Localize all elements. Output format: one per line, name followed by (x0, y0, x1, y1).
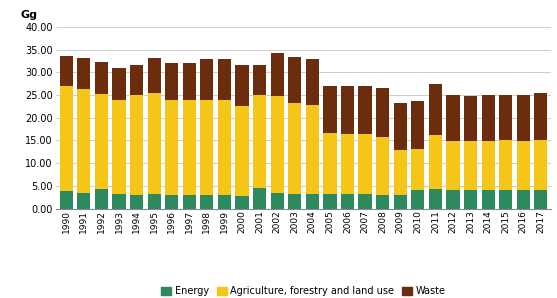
Bar (201, 100, 213, 195)
Bar (288, 194, 301, 209)
Bar (482, 95, 495, 141)
Bar (218, 195, 231, 209)
Bar (359, 86, 372, 134)
Bar (113, 100, 125, 194)
Bar (130, 66, 143, 95)
Bar (534, 93, 548, 140)
Bar (517, 95, 530, 141)
Bar (376, 195, 389, 209)
Bar (60, 56, 73, 86)
Bar (482, 141, 495, 190)
Bar (60, 86, 73, 191)
Bar (95, 94, 108, 189)
Bar (95, 62, 108, 94)
Bar (359, 134, 372, 194)
Bar (236, 196, 248, 209)
Bar (201, 59, 213, 100)
Bar (218, 100, 231, 195)
Bar (236, 106, 248, 196)
Bar (376, 88, 389, 137)
Bar (236, 65, 248, 106)
Bar (499, 95, 512, 140)
Bar (288, 57, 301, 103)
Bar (148, 194, 161, 209)
Bar (113, 68, 125, 100)
Bar (517, 141, 530, 190)
Bar (77, 193, 90, 209)
Bar (341, 194, 354, 209)
Bar (517, 190, 530, 209)
Bar (429, 189, 442, 209)
Bar (341, 86, 354, 134)
Bar (288, 103, 301, 194)
Bar (499, 190, 512, 209)
Bar (464, 190, 477, 209)
Bar (77, 58, 90, 89)
Bar (165, 195, 178, 209)
Bar (306, 194, 319, 209)
Bar (341, 134, 354, 194)
Bar (253, 95, 266, 188)
Bar (534, 140, 548, 190)
Bar (482, 190, 495, 209)
Bar (218, 59, 231, 100)
Bar (148, 58, 161, 93)
Bar (446, 95, 460, 141)
Bar (429, 84, 442, 135)
Bar (324, 194, 336, 209)
Bar (60, 191, 73, 209)
Bar (499, 140, 512, 190)
Bar (429, 135, 442, 189)
Bar (324, 133, 336, 194)
Bar (183, 195, 196, 209)
Bar (130, 195, 143, 209)
Bar (446, 190, 460, 209)
Bar (95, 189, 108, 209)
Bar (201, 195, 213, 209)
Bar (359, 194, 372, 209)
Bar (271, 53, 284, 96)
Bar (324, 86, 336, 133)
Bar (130, 95, 143, 195)
Bar (183, 63, 196, 100)
Bar (534, 190, 548, 209)
Bar (77, 89, 90, 193)
Bar (411, 190, 424, 209)
Bar (113, 194, 125, 209)
Bar (271, 96, 284, 193)
Bar (411, 149, 424, 190)
Bar (394, 150, 407, 195)
Bar (306, 105, 319, 194)
Bar (148, 93, 161, 194)
Bar (376, 137, 389, 195)
Legend: Energy, Agriculture, forestry and land use, Waste: Energy, Agriculture, forestry and land u… (158, 283, 449, 298)
Bar (183, 100, 196, 195)
Bar (464, 141, 477, 190)
Bar (253, 188, 266, 209)
Bar (271, 193, 284, 209)
Bar (253, 65, 266, 95)
Bar (464, 96, 477, 141)
Bar (165, 63, 178, 100)
Bar (411, 101, 424, 149)
Bar (306, 59, 319, 105)
Bar (394, 103, 407, 150)
Bar (446, 141, 460, 190)
Text: Gg: Gg (21, 10, 38, 20)
Bar (394, 195, 407, 209)
Bar (165, 100, 178, 195)
